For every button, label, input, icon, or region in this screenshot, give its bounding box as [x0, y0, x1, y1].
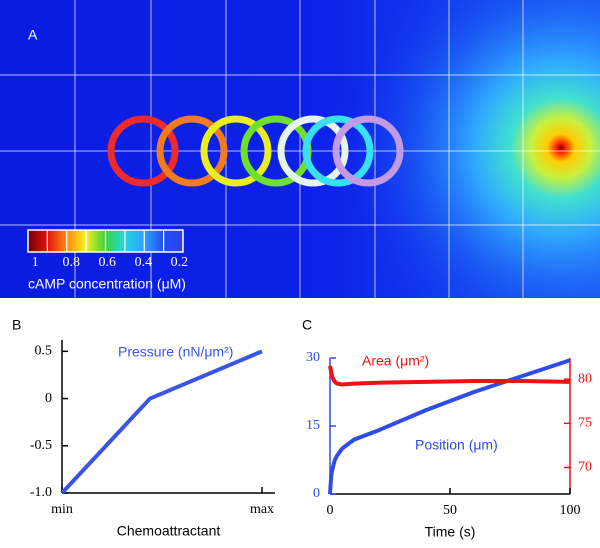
x-axis-label: Time (s) [425, 524, 476, 540]
x-tick-label: 0 [327, 503, 334, 518]
colorbar-tick-label: 1 [32, 255, 39, 270]
y-tick-label: 30 [306, 350, 320, 365]
x-tick-label: 50 [443, 503, 457, 518]
panel-label: B [12, 317, 21, 333]
y-tick-label: 0 [45, 391, 52, 406]
cell-ring [332, 115, 404, 187]
cell-ring [107, 115, 179, 187]
x-axis-label: Chemoattractant [117, 523, 221, 539]
panel-label: C [302, 317, 312, 333]
cell-ring [277, 115, 349, 187]
y-tick-label: 15 [306, 418, 320, 433]
x-tick-label: 100 [560, 503, 581, 518]
y2-tick-label: 80 [578, 371, 592, 386]
series-label: Position (μm) [415, 437, 498, 453]
data-line [328, 365, 571, 387]
data-line [328, 358, 571, 495]
y-tick-label: -0.5 [30, 438, 52, 453]
colorbar-tick-label: 0.6 [99, 255, 117, 270]
colorbar-tick-label: 0.4 [135, 255, 153, 270]
cell-ring [200, 115, 272, 187]
y-tick-label: 0.5 [35, 344, 53, 359]
series-label: Pressure (nN/μm²) [118, 344, 233, 360]
cell-ring [156, 115, 228, 187]
colorbar-tick-label: 0.2 [171, 255, 189, 270]
series-label: Area (μm²) [362, 353, 429, 369]
y-tick-label: -1.0 [30, 485, 52, 500]
colorbar-label: cAMP concentration (μM) [28, 276, 186, 292]
data-line [60, 349, 263, 495]
y2-tick-label: 70 [578, 460, 592, 475]
x-tick-label: min [51, 502, 73, 517]
y2-tick-label: 75 [578, 416, 592, 431]
colorbar-tick-label: 0.8 [63, 255, 81, 270]
cell-ring [302, 115, 374, 187]
y-tick-label: 0 [313, 486, 320, 501]
x-tick-label: max [250, 502, 274, 517]
panel-label: A [28, 27, 38, 43]
